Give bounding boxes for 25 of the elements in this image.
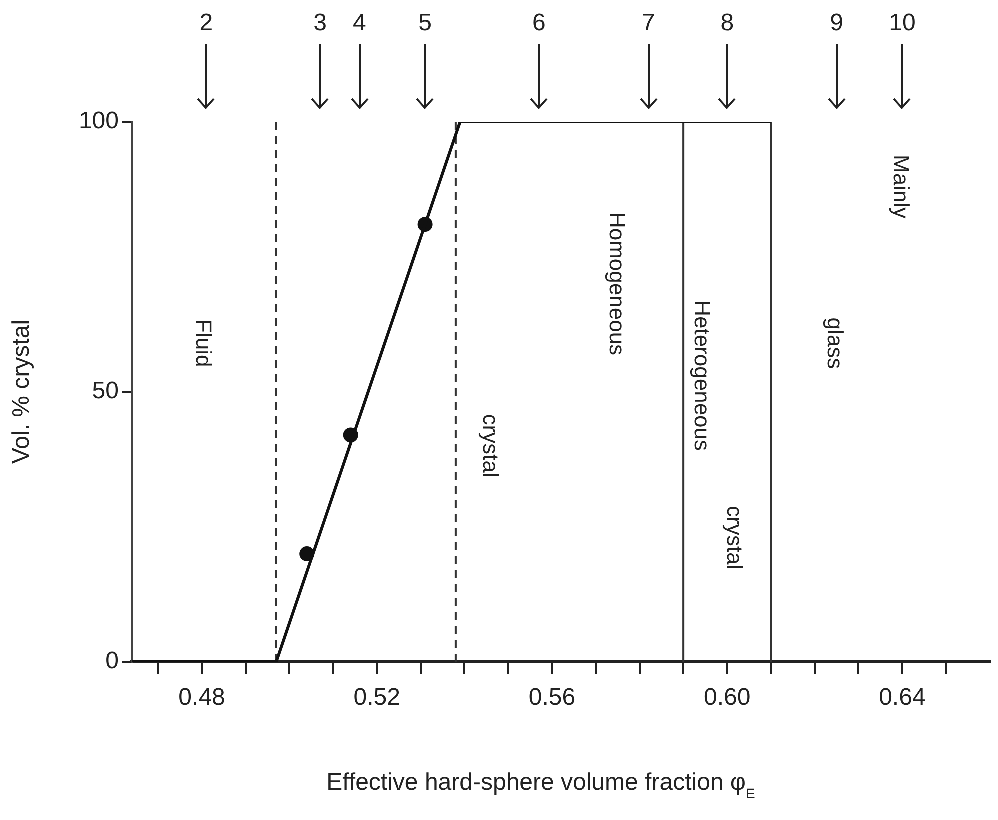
annotation: glass [822,318,848,370]
x-tick-label: 0.48 [178,684,226,712]
text: 4 [352,10,366,37]
x-tick-label: 0.52 [354,684,400,712]
y-tick-label: 0 [106,648,119,675]
annotation: crystal [722,506,748,570]
y-axis-title: Vol. % crystal [8,320,36,464]
annotation: Heterogeneous [690,300,715,452]
x-tick-label: 0.64 [879,684,926,712]
text: 10 [889,10,916,37]
text: 9 [830,10,844,37]
annotation: Mainly [888,155,914,219]
text: 8 [720,10,734,37]
annotation: crystal [478,414,504,478]
text: 7 [642,10,656,37]
text: 2 [200,10,214,37]
y-tick-label: 50 [92,378,119,405]
x-tick-label: 0.56 [528,684,576,712]
text: 5 [418,10,432,37]
text: 6 [532,10,546,37]
annotation: Fluid [191,320,216,368]
x-tick-label: 0.60 [704,684,751,712]
y-tick-label: 100 [78,108,119,135]
text: 3 [314,10,327,37]
annotation: Homogeneous [604,212,630,356]
